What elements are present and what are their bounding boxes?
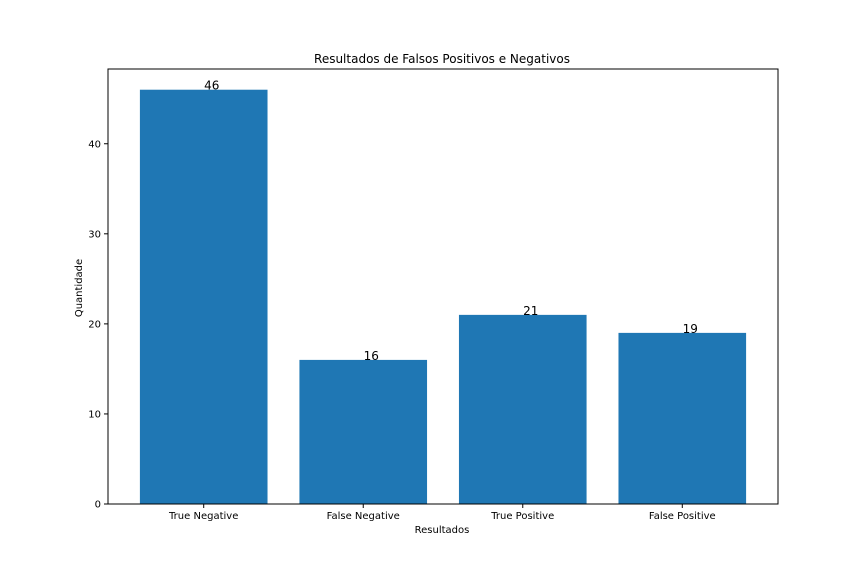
- plot-area-frame: [107, 68, 779, 505]
- y-tick-label: 10: [88, 409, 101, 420]
- y-tick-label: 40: [88, 139, 101, 150]
- bar: [458, 314, 587, 504]
- bar-value-label: 46: [204, 79, 219, 93]
- bar: [618, 332, 747, 504]
- bar: [139, 89, 268, 505]
- bar-labels-layer: 46 16 21 19: [204, 79, 698, 363]
- bar: [299, 359, 428, 504]
- x-tick-label: False Negative: [327, 511, 400, 522]
- bars-layer: [139, 89, 747, 505]
- x-axis-label: Resultados: [415, 525, 470, 536]
- x-tick-label: True Negative: [168, 511, 238, 522]
- bar-value-label: 21: [523, 304, 538, 318]
- y-tick-label: 30: [88, 229, 101, 240]
- x-axis: True Negative False Negative True Positive…: [168, 504, 716, 522]
- bar-value-label: 16: [364, 349, 379, 363]
- chart-title: Resultados de Falsos Positivos e Negativ…: [314, 52, 570, 66]
- y-axis: 0 10 20 30 40: [88, 139, 108, 511]
- y-tick-label: 0: [95, 500, 101, 511]
- y-axis-label: Quantidade: [74, 259, 85, 317]
- x-tick-label: False Positive: [649, 511, 716, 522]
- y-tick-label: 20: [88, 319, 101, 330]
- bar-value-label: 19: [683, 322, 698, 336]
- x-tick-label: True Positive: [490, 511, 554, 522]
